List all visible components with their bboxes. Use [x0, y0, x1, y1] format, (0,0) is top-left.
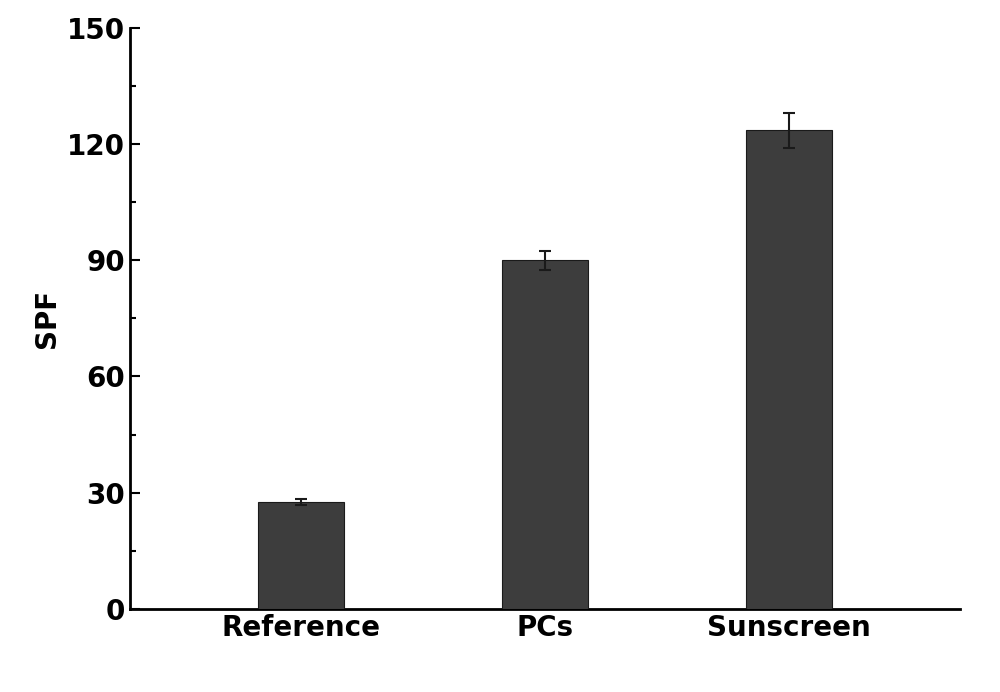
Bar [502, 260, 588, 609]
Bar [746, 130, 832, 609]
Bar [258, 502, 344, 609]
Y-axis label: SPF: SPF [33, 289, 61, 348]
